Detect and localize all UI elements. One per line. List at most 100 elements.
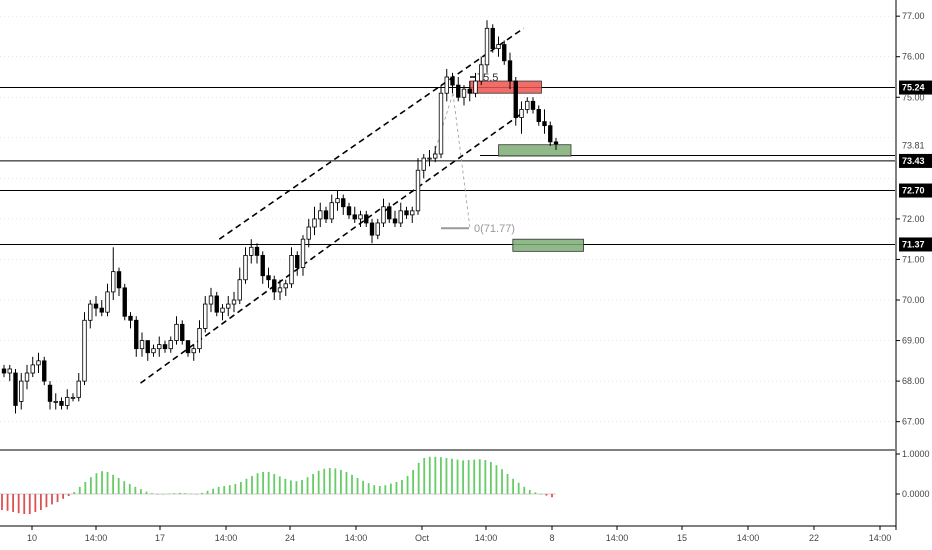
osc-bar (129, 484, 131, 494)
osc-bar (457, 460, 459, 494)
osc-bar (262, 472, 264, 494)
osc-bar (523, 487, 525, 494)
time-tick-label: 10 (27, 533, 37, 543)
osc-bar (218, 487, 220, 494)
candle-body (215, 296, 219, 312)
candle-body (347, 207, 351, 215)
candle-body (261, 255, 265, 275)
osc-bar (479, 459, 481, 494)
osc-bar (518, 483, 520, 494)
candle-body (134, 320, 138, 348)
osc-bar (412, 470, 414, 494)
candle-body (445, 77, 449, 93)
osc-bar (223, 486, 225, 494)
candle-body (324, 211, 328, 219)
candle-body (180, 324, 184, 340)
candle-body (169, 341, 173, 349)
osc-bar (384, 485, 386, 494)
price-tick-label: 69.00 (902, 336, 925, 346)
candle-body (232, 300, 236, 304)
candle-body (209, 296, 213, 304)
osc-bar (329, 468, 331, 494)
candle-body (163, 345, 167, 349)
osc-bar (84, 482, 86, 494)
candle-body (2, 369, 6, 373)
osc-bar (496, 465, 498, 494)
osc-bar (473, 460, 475, 494)
price-tick-label: 70.00 (902, 295, 925, 305)
osc-bar (501, 469, 503, 494)
price-tick-label: 75.00 (902, 92, 925, 102)
candle-body (341, 199, 345, 207)
candle-body (71, 397, 75, 398)
candle-body (123, 288, 127, 316)
price-badge-label: 71.37 (902, 239, 925, 249)
candle-body (157, 345, 161, 349)
candle-body (416, 170, 420, 211)
osc-bar (79, 487, 81, 494)
candle-body (186, 341, 190, 353)
osc-bar (468, 460, 470, 494)
current-price-label: 73.81 (902, 141, 925, 151)
osc-bar (18, 494, 20, 513)
osc-bar (1, 494, 3, 510)
osc-bar (440, 457, 442, 494)
candle-body (278, 288, 282, 292)
candle-body (387, 207, 391, 219)
osc-bar (284, 479, 286, 494)
osc-bar (379, 486, 381, 494)
osc-bar (134, 487, 136, 494)
osc-bar (257, 473, 259, 494)
osc-bar (301, 480, 303, 494)
osc-bar (429, 457, 431, 494)
osc-bar (7, 494, 9, 511)
osc-bar (162, 494, 164, 495)
osc-bar (534, 492, 536, 494)
candle-body (479, 65, 483, 81)
osc-bar (40, 494, 42, 510)
osc-bar (373, 485, 375, 494)
osc-bar (318, 471, 320, 494)
candle-body (255, 247, 259, 255)
osc-bar (268, 472, 270, 494)
demand-zone (499, 145, 571, 156)
candle-body (83, 320, 87, 381)
candle-body (428, 158, 432, 159)
candle-body (543, 122, 547, 126)
osc-bar (351, 475, 353, 494)
candle-body (382, 207, 386, 223)
osc-bar (484, 460, 486, 494)
candle-body (111, 272, 115, 292)
candle-body (146, 341, 150, 353)
time-tick-label: 14:00 (869, 533, 892, 543)
candle-body (25, 373, 29, 381)
candle-body (37, 361, 41, 365)
osc-bar (68, 494, 70, 496)
osc-bar (96, 473, 98, 494)
osc-bar (240, 482, 242, 494)
osc-bar (279, 476, 281, 494)
osc-bar (62, 494, 64, 499)
candle-body (221, 308, 225, 312)
osc-bar (234, 484, 236, 494)
osc-bar (323, 469, 325, 494)
osc-bar (201, 493, 203, 494)
price-tick-label: 68.00 (902, 376, 925, 386)
candle-body (249, 247, 253, 255)
candle-body (313, 219, 317, 227)
candle-body (295, 255, 299, 267)
candle-body (468, 89, 472, 93)
osc-bar (101, 471, 103, 494)
candle-body (525, 101, 529, 109)
osc-bar (407, 476, 409, 494)
price-tick-label: 67.00 (902, 417, 925, 427)
osc-bar (196, 494, 198, 495)
demand-zone (513, 239, 584, 251)
osc-bar (296, 481, 298, 494)
candle-body (192, 349, 196, 353)
price-badge-label: 73.43 (902, 156, 925, 166)
osc-bar (34, 494, 36, 512)
osc-bar (251, 476, 253, 494)
osc-bar (90, 477, 92, 494)
